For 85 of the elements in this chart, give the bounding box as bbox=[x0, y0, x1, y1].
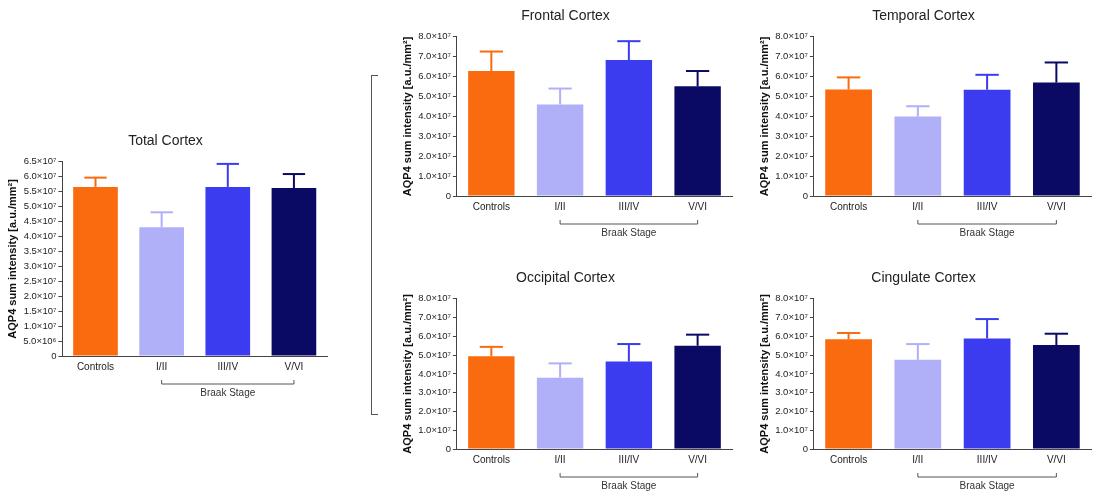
y-tick-label: 1.0×10⁷ bbox=[418, 169, 452, 181]
chart-title: Frontal Cortex bbox=[521, 7, 610, 24]
y-tick-label: 3.0×10⁷ bbox=[418, 129, 452, 141]
x-tick-label: V/VI bbox=[284, 360, 304, 372]
y-tick-label: 5.0×10⁷ bbox=[418, 348, 452, 360]
x-tick-label: Controls bbox=[829, 453, 868, 465]
chart-title: Cingulate Cortex bbox=[871, 269, 976, 286]
x-tick-label: Controls bbox=[472, 200, 510, 212]
y-tick-label: 6.0×10⁷ bbox=[418, 70, 452, 82]
x-tick-label: III/IV bbox=[976, 200, 998, 212]
y-tick-label: 4.0×10⁷ bbox=[418, 367, 452, 379]
y-tick-label: 8.0×10⁷ bbox=[775, 30, 809, 42]
y-tick-label: 4.0×10⁷ bbox=[23, 230, 57, 242]
x-tick-label: Controls bbox=[829, 200, 868, 212]
x-tick-label: III/IV bbox=[618, 200, 640, 212]
y-tick-label: 0 bbox=[802, 189, 808, 201]
y-tick-label: 1.0×10⁷ bbox=[418, 423, 452, 435]
y-axis-title: AQP4 sum intensity [a.u./mm²] bbox=[757, 36, 770, 197]
y-tick-label: 2.0×10⁷ bbox=[418, 405, 452, 417]
y-tick-label: 2.0×10⁷ bbox=[23, 289, 57, 301]
y-axis-title: AQP4 sum intensity [a.u./mm²] bbox=[400, 36, 413, 197]
y-tick-label: 5.0×10⁶ bbox=[23, 334, 57, 346]
y-tick-label: 0 bbox=[445, 189, 451, 201]
y-tick-label: 5.0×10⁷ bbox=[23, 200, 57, 212]
y-tick-label: 1.0×10⁷ bbox=[23, 319, 57, 331]
y-tick-label: 4.0×10⁷ bbox=[775, 367, 809, 379]
chart-title: Occipital Cortex bbox=[516, 269, 615, 286]
y-tick-label: 0 bbox=[51, 349, 57, 361]
x-tick-label: III/IV bbox=[976, 453, 998, 465]
y-tick-label: 7.0×10⁷ bbox=[775, 50, 809, 62]
text: Braak Stage bbox=[601, 226, 657, 238]
x-tick-label: I/II bbox=[554, 200, 566, 212]
x-tick-label: III/IV bbox=[217, 360, 239, 372]
x-tick-label: Controls bbox=[76, 360, 115, 372]
y-tick-label: 3.0×10⁷ bbox=[23, 259, 57, 271]
x-tick-label: V/VI bbox=[1046, 453, 1066, 465]
x-tick-label: I/II bbox=[912, 453, 924, 465]
text: Braak Stage bbox=[959, 479, 1016, 491]
y-tick-label: 6.0×10⁷ bbox=[775, 329, 809, 341]
y-tick-label: 4.0×10⁷ bbox=[775, 110, 809, 122]
chart-title: Temporal Cortex bbox=[872, 7, 975, 24]
y-tick-label: 8.0×10⁷ bbox=[418, 30, 452, 42]
x-tick-label: I/II bbox=[912, 200, 924, 212]
y-tick-label: 6.0×10⁷ bbox=[775, 70, 809, 82]
chart-title: Total Cortex bbox=[128, 132, 203, 149]
y-tick-label: 6.0×10⁷ bbox=[23, 170, 57, 182]
y-tick-label: 2.0×10⁷ bbox=[775, 405, 809, 417]
y-tick-label: 7.0×10⁷ bbox=[418, 50, 452, 62]
y-tick-label: 2.0×10⁷ bbox=[418, 149, 452, 161]
text: Braak Stage bbox=[601, 479, 657, 491]
x-tick-label: V/VI bbox=[1046, 200, 1066, 212]
y-tick-label: 7.0×10⁷ bbox=[775, 311, 809, 323]
y-tick-label: 2.0×10⁷ bbox=[775, 149, 809, 161]
y-tick-label: 1.0×10⁷ bbox=[775, 423, 809, 435]
y-tick-label: 3.0×10⁷ bbox=[775, 386, 809, 398]
y-tick-label: 6.5×10⁷ bbox=[23, 155, 57, 167]
y-tick-label: 2.5×10⁷ bbox=[23, 274, 57, 286]
y-tick-label: 8.0×10⁷ bbox=[418, 292, 452, 304]
y-tick-label: 5.0×10⁷ bbox=[775, 90, 809, 102]
y-tick-label: 5.0×10⁷ bbox=[775, 348, 809, 360]
x-tick-label: V/VI bbox=[688, 200, 708, 212]
y-tick-label: 3.5×10⁷ bbox=[23, 245, 57, 257]
x-tick-label: V/VI bbox=[688, 453, 708, 465]
y-tick-label: 3.0×10⁷ bbox=[418, 386, 452, 398]
y-tick-label: 0 bbox=[802, 442, 808, 454]
y-tick-label: 4.0×10⁷ bbox=[418, 110, 452, 122]
y-tick-label: 5.5×10⁷ bbox=[23, 185, 57, 197]
y-tick-label: 5.0×10⁷ bbox=[418, 90, 452, 102]
y-axis-title: AQP4 sum intensity [a.u./mm²] bbox=[5, 178, 18, 339]
y-tick-label: 4.5×10⁷ bbox=[23, 215, 57, 227]
y-tick-label: 0 bbox=[445, 442, 451, 454]
y-axis-title: AQP4 sum intensity [a.u./mm²] bbox=[757, 293, 770, 454]
x-tick-label: I/II bbox=[554, 453, 566, 465]
y-tick-label: 7.0×10⁷ bbox=[418, 311, 452, 323]
y-tick-label: 6.0×10⁷ bbox=[418, 329, 452, 341]
y-tick-label: 8.0×10⁷ bbox=[775, 292, 809, 304]
x-tick-label: I/II bbox=[156, 360, 168, 372]
y-tick-label: 1.0×10⁷ bbox=[775, 169, 809, 181]
text: Braak Stage bbox=[959, 226, 1016, 238]
y-tick-label: 1.5×10⁷ bbox=[23, 304, 57, 316]
y-axis-title: AQP4 sum intensity [a.u./mm²] bbox=[400, 293, 413, 454]
y-tick-label: 3.0×10⁷ bbox=[775, 129, 809, 141]
x-tick-label: III/IV bbox=[618, 453, 640, 465]
x-tick-label: Controls bbox=[472, 453, 510, 465]
text: Braak Stage bbox=[200, 386, 256, 398]
